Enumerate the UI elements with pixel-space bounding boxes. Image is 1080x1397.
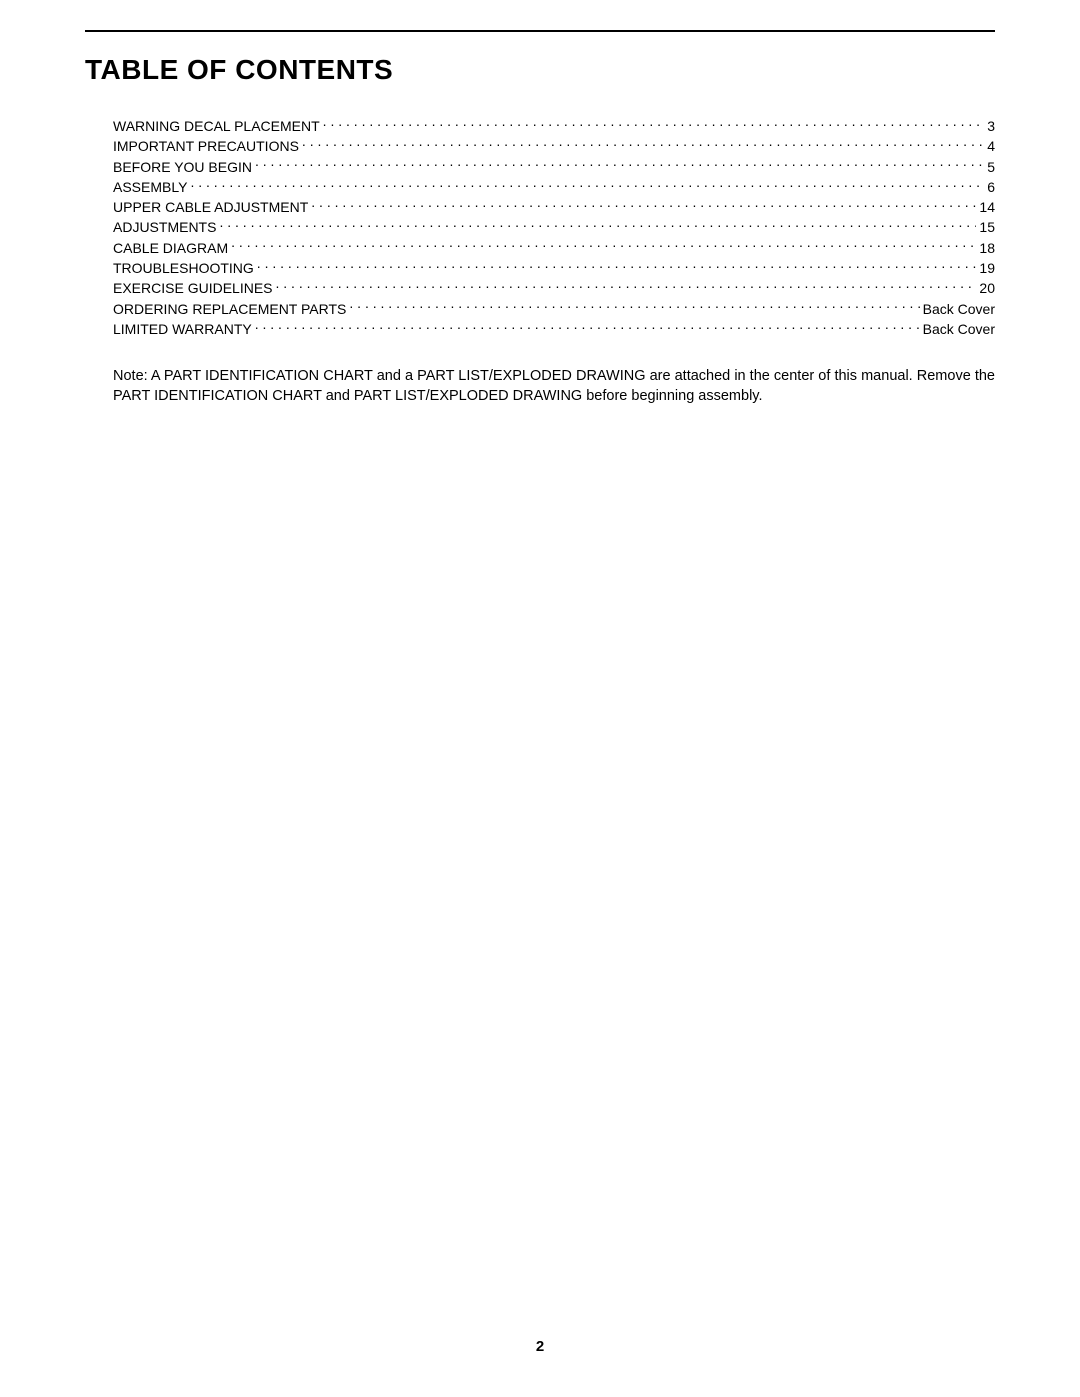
toc-row: BEFORE YOU BEGIN 5 xyxy=(113,157,995,177)
toc-page: 6 xyxy=(987,177,995,197)
toc-row: UPPER CABLE ADJUSTMENT 14 xyxy=(113,197,995,217)
toc-page: Back Cover xyxy=(923,319,995,339)
toc-leader xyxy=(219,218,976,232)
toc-page: 14 xyxy=(979,197,995,217)
toc-page: 3 xyxy=(987,116,995,136)
toc-leader xyxy=(190,178,984,192)
toc-label: ORDERING REPLACEMENT PARTS xyxy=(113,299,346,319)
toc-leader xyxy=(311,198,976,212)
toc-page: 20 xyxy=(979,278,995,298)
toc-page: 5 xyxy=(987,157,995,177)
toc-row: ADJUSTMENTS 15 xyxy=(113,217,995,237)
toc-row: EXERCISE GUIDELINES 20 xyxy=(113,278,995,298)
toc-page: 19 xyxy=(979,258,995,278)
toc-row: CABLE DIAGRAM 18 xyxy=(113,238,995,258)
toc-leader xyxy=(255,320,920,334)
toc-label: TROUBLESHOOTING xyxy=(113,258,254,278)
toc-page: Back Cover xyxy=(923,299,995,319)
toc-leader xyxy=(257,259,977,273)
toc-page: 4 xyxy=(987,136,995,156)
page-title: TABLE OF CONTENTS xyxy=(85,54,995,86)
toc-label: IMPORTANT PRECAUTIONS xyxy=(113,136,299,156)
toc-page: 18 xyxy=(979,238,995,258)
toc-row: ASSEMBLY 6 xyxy=(113,177,995,197)
toc-row: TROUBLESHOOTING 19 xyxy=(113,258,995,278)
toc-row: LIMITED WARRANTY Back Cover xyxy=(113,319,995,339)
toc-row: WARNING DECAL PLACEMENT 3 xyxy=(113,116,995,136)
top-rule xyxy=(85,30,995,32)
toc-label: BEFORE YOU BEGIN xyxy=(113,157,252,177)
toc-leader xyxy=(302,137,984,151)
toc-leader xyxy=(349,300,919,314)
toc-leader xyxy=(255,158,984,172)
toc-page: 15 xyxy=(979,217,995,237)
table-of-contents: WARNING DECAL PLACEMENT 3 IMPORTANT PREC… xyxy=(85,116,995,339)
toc-label: ADJUSTMENTS xyxy=(113,217,216,237)
toc-label: LIMITED WARRANTY xyxy=(113,319,252,339)
toc-label: ASSEMBLY xyxy=(113,177,187,197)
toc-row: ORDERING REPLACEMENT PARTS Back Cover xyxy=(113,299,995,319)
toc-label: EXERCISE GUIDELINES xyxy=(113,278,273,298)
toc-label: UPPER CABLE ADJUSTMENT xyxy=(113,197,308,217)
toc-leader xyxy=(231,239,976,253)
page-number: 2 xyxy=(0,1338,1080,1355)
toc-label: WARNING DECAL PLACEMENT xyxy=(113,116,320,136)
toc-leader xyxy=(276,279,977,293)
toc-label: CABLE DIAGRAM xyxy=(113,238,228,258)
note-text: Note: A PART IDENTIFICATION CHART and a … xyxy=(85,367,995,406)
toc-leader xyxy=(323,117,985,131)
toc-row: IMPORTANT PRECAUTIONS 4 xyxy=(113,136,995,156)
